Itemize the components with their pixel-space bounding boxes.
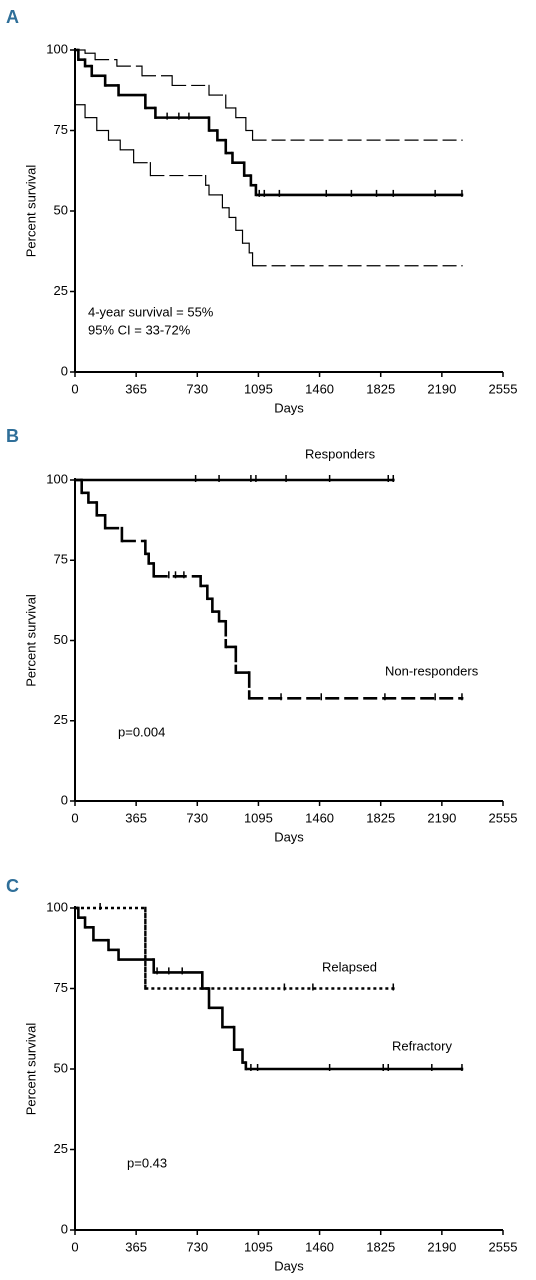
x-tick-label: 365 (125, 1239, 147, 1254)
y-tick-label: 25 (54, 712, 68, 727)
annotation: 95% CI = 33-72% (88, 322, 191, 337)
series-label: Non-responders (385, 663, 479, 678)
series-label: Refractory (392, 1038, 452, 1053)
x-axis-label: Days (274, 1258, 304, 1273)
annotation: 4-year survival = 55% (88, 304, 214, 319)
y-tick-label: 50 (54, 632, 68, 647)
x-tick-label: 2555 (489, 381, 518, 396)
y-axis-label: Percent survival (23, 165, 38, 258)
x-tick-label: 0 (71, 1239, 78, 1254)
y-tick-label: 75 (54, 122, 68, 137)
x-tick-label: 730 (186, 810, 208, 825)
x-tick-label: 0 (71, 810, 78, 825)
panel-label: C (6, 876, 19, 896)
y-tick-label: 25 (54, 283, 68, 298)
y-tick-label: 100 (46, 471, 68, 486)
x-tick-label: 1095 (244, 1239, 273, 1254)
y-tick-label: 100 (46, 899, 68, 914)
series-label: Responders (305, 446, 376, 461)
y-tick-label: 0 (61, 792, 68, 807)
y-tick-label: 50 (54, 1060, 68, 1075)
x-tick-label: 1460 (305, 381, 334, 396)
x-tick-label: 1825 (366, 381, 395, 396)
x-tick-label: 2190 (427, 1239, 456, 1254)
y-tick-label: 75 (54, 552, 68, 567)
y-tick-label: 0 (61, 1221, 68, 1236)
x-tick-label: 2190 (427, 381, 456, 396)
x-tick-label: 1825 (366, 810, 395, 825)
x-tick-label: 2555 (489, 810, 518, 825)
y-tick-label: 50 (54, 202, 68, 217)
x-axis-label: Days (274, 400, 304, 415)
x-tick-label: 0 (71, 381, 78, 396)
x-tick-label: 1095 (244, 381, 273, 396)
x-tick-label: 730 (186, 1239, 208, 1254)
series-label: Relapsed (322, 959, 377, 974)
x-tick-label: 1460 (305, 810, 334, 825)
y-axis-label: Percent survival (23, 594, 38, 687)
annotation: p=0.004 (118, 724, 165, 739)
annotation: p=0.43 (127, 1155, 167, 1170)
x-tick-label: 1095 (244, 810, 273, 825)
x-axis-label: Days (274, 829, 304, 844)
panel-label: B (6, 426, 19, 446)
x-tick-label: 2555 (489, 1239, 518, 1254)
x-tick-label: 2190 (427, 810, 456, 825)
y-tick-label: 100 (46, 41, 68, 56)
y-tick-label: 0 (61, 363, 68, 378)
x-tick-label: 730 (186, 381, 208, 396)
panel-label: A (6, 7, 19, 27)
y-tick-label: 25 (54, 1141, 68, 1156)
x-tick-label: 365 (125, 381, 147, 396)
x-tick-label: 1825 (366, 1239, 395, 1254)
x-tick-label: 365 (125, 810, 147, 825)
y-tick-label: 75 (54, 980, 68, 995)
y-axis-label: Percent survival (23, 1023, 38, 1116)
x-tick-label: 1460 (305, 1239, 334, 1254)
